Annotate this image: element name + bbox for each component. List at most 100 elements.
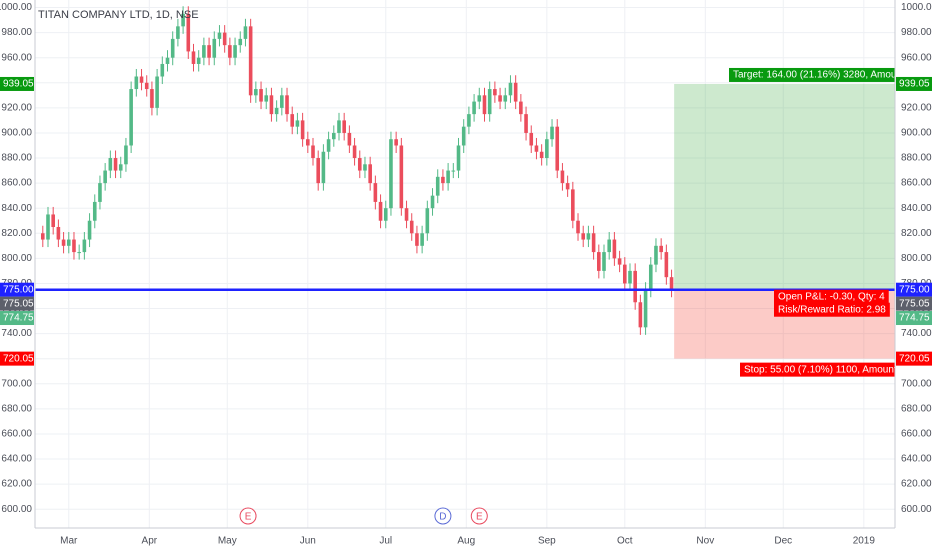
candle-body	[622, 264, 627, 284]
candle-body	[300, 120, 305, 140]
candle-body	[555, 126, 560, 171]
y-tick-label: 600.00	[901, 504, 932, 515]
candle-body	[399, 145, 404, 209]
candle-body	[61, 239, 66, 246]
candle-body	[550, 126, 554, 140]
candle-body	[529, 132, 534, 146]
candle-body	[482, 95, 487, 115]
y-tick-label: 680.00	[901, 403, 932, 414]
candle-body	[134, 76, 139, 90]
y-tick-label: 800.00	[901, 253, 932, 264]
candle-body	[129, 89, 133, 146]
candle-body	[196, 57, 201, 64]
event-label: E	[245, 512, 252, 523]
y-tick-label: 740.00	[901, 328, 932, 339]
stop-label-box	[740, 362, 895, 377]
candle-body	[337, 120, 341, 133]
y-tick-label: 960.00	[1, 52, 32, 63]
candle-body	[295, 120, 300, 127]
candle-body	[378, 201, 383, 221]
stop-label: Stop: 55.00 (7.10%) 1100, Amount: 7	[740, 362, 895, 377]
candle-body	[144, 82, 149, 90]
price-tag	[0, 296, 34, 311]
target-label: Target: 164.00 (21.16%) 3280, Amount:	[729, 67, 908, 82]
target-label-text: Target: 164.00 (21.16%) 3280, Amount:	[733, 70, 908, 81]
candle-body	[493, 89, 497, 96]
y-tick-label: 920.00	[901, 102, 932, 113]
candle-body	[321, 151, 326, 184]
candle-body	[368, 164, 372, 184]
y-tick-label: 880.00	[1, 153, 32, 164]
y-tick-label: 840.00	[901, 203, 932, 214]
x-tick-label: Jun	[300, 536, 316, 547]
y-tick-label: 1000.00	[901, 2, 932, 13]
candle-body	[425, 208, 430, 234]
candle-body	[565, 183, 570, 190]
candle-body	[212, 38, 217, 58]
candle-body	[248, 26, 253, 96]
stop-tag-text: 720.05	[899, 353, 930, 364]
x-tick-label: Apr	[142, 536, 158, 547]
candle-body	[155, 76, 159, 108]
y-tick-label: 900.00	[1, 128, 32, 139]
y-tick-label: 980.00	[901, 27, 932, 38]
candle-body	[435, 176, 440, 196]
candle-body	[352, 145, 357, 159]
candle-body	[591, 233, 596, 253]
candle-body	[290, 114, 295, 127]
event-label: D	[439, 512, 446, 523]
candle-body	[238, 38, 243, 46]
candle-body	[108, 158, 113, 171]
y-tick-label: 700.00	[1, 378, 32, 389]
price-tag-text: 774.75	[3, 313, 34, 324]
candle-body	[165, 57, 170, 64]
plot-area: Target: 164.00 (21.16%) 3280, Amount: Ope…	[35, 6, 908, 525]
candle-body	[269, 95, 274, 115]
y-tick-label: 980.00	[1, 27, 32, 38]
candle-body	[389, 139, 393, 209]
x-tick-label: 2019	[853, 536, 876, 547]
candle-body	[633, 270, 637, 303]
candle-body	[347, 132, 352, 146]
candle-body	[430, 195, 435, 209]
y-tick-label: 860.00	[1, 178, 32, 189]
candle-body	[51, 214, 55, 228]
pnl-label-text: Open P&L: -0.30, Qty: 4	[778, 291, 885, 302]
candle-body	[217, 32, 222, 39]
y-tick-label: 620.00	[1, 479, 32, 490]
candle-body	[643, 289, 648, 328]
y-tick-label: 800.00	[1, 253, 32, 264]
candle-body	[669, 277, 674, 290]
candle-body	[420, 233, 424, 246]
candle-body	[82, 239, 87, 253]
y-tick-label: 960.00	[901, 52, 932, 63]
candle-body	[617, 258, 622, 265]
candle-body	[280, 95, 284, 108]
target-tag-text: 939.05	[3, 79, 34, 90]
rr-label-text: Risk/Reward Ratio: 2.98	[778, 304, 886, 315]
candle-body	[113, 158, 118, 171]
candle-body	[394, 139, 398, 146]
candle-body	[202, 45, 206, 58]
price-line-tag-text: 775.00	[3, 284, 34, 295]
candle-body	[461, 126, 466, 146]
y-tick-label: 640.00	[1, 454, 32, 465]
candle-body	[259, 89, 263, 102]
candle-body	[139, 76, 144, 83]
rr-label-box	[774, 302, 890, 317]
candle-body	[586, 233, 591, 240]
candle-body	[451, 170, 456, 172]
candle-body	[66, 239, 71, 246]
y-tick-label: 620.00	[901, 479, 932, 490]
y-tick-label: 900.00	[901, 128, 932, 139]
candle-body	[285, 95, 289, 115]
candle-body	[191, 51, 196, 64]
candle-body	[46, 214, 50, 240]
candle-body	[228, 45, 232, 58]
candle-body	[664, 252, 669, 278]
candle-body	[597, 252, 601, 271]
candle-body	[160, 63, 165, 77]
x-tick-label: Mar	[60, 536, 78, 547]
stop-tag-text: 720.05	[3, 353, 34, 364]
